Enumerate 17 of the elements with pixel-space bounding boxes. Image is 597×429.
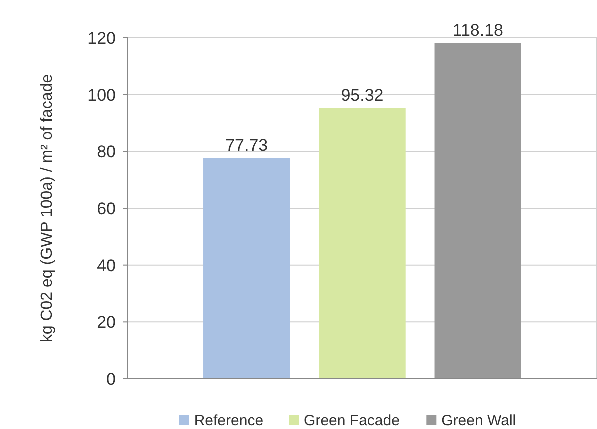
data-label: 77.73 xyxy=(226,136,268,156)
data-label: 118.18 xyxy=(452,21,504,40)
bar xyxy=(434,43,522,379)
y-tick-label: 80 xyxy=(97,142,116,162)
legend-label: Green Facade xyxy=(304,412,400,429)
y-tick-label: 0 xyxy=(106,370,116,389)
y-tick-label: 40 xyxy=(97,256,116,276)
legend-label: Reference xyxy=(194,412,264,429)
legend-label: Green Wall xyxy=(442,412,516,429)
y-tick-label: 60 xyxy=(97,199,116,218)
y-tick-label: 120 xyxy=(88,28,116,48)
y-tick-label: 20 xyxy=(97,313,116,332)
bar xyxy=(204,158,290,379)
y-tick-label: 100 xyxy=(88,86,116,105)
data-label: 95.32 xyxy=(341,86,384,106)
bar xyxy=(319,108,406,379)
y-axis-title: kg C02 eq (GWP 100a) / m² of facade xyxy=(39,74,56,343)
